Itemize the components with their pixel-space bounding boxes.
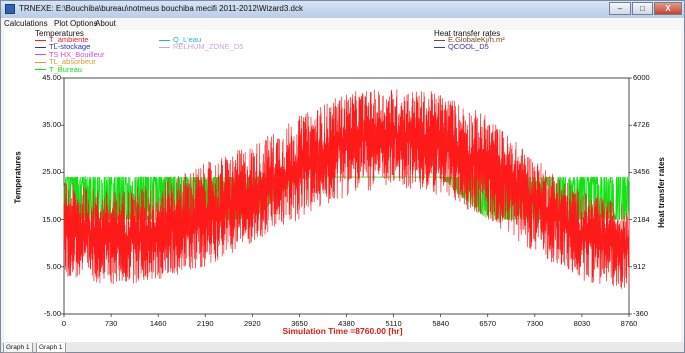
legend-entry: T_Bureau (35, 65, 82, 74)
y-axis-left-label: Temperatures (13, 151, 23, 204)
legend-swatch (159, 39, 170, 41)
y-tick-label-right: 912 (633, 261, 646, 271)
legend-entry: TL-stockage (35, 42, 90, 51)
x-tick-label: 1460 (149, 319, 167, 328)
y-tick-label-right: -360 (633, 309, 649, 318)
x-tick-label: 2190 (196, 319, 214, 328)
minimize-button[interactable]: – (609, 2, 631, 15)
legend-swatch (35, 39, 46, 41)
legend-swatch (434, 39, 445, 41)
x-tick-label: 8030 (573, 319, 591, 328)
legend-entry: QCOOL_D5 (434, 42, 489, 51)
y-tick-label-right: 2184 (633, 214, 650, 224)
legend-label: Q_L'eau (173, 35, 202, 44)
legend-entry: TL_absorbeur (35, 57, 96, 66)
close-button[interactable]: X (654, 2, 682, 15)
x-tick-label: 5840 (432, 319, 449, 328)
menu-about[interactable]: About (95, 19, 116, 28)
x-tick-label: 2920 (243, 319, 261, 328)
app-icon (5, 4, 15, 14)
y-tick-label-left: -5.00 (43, 309, 61, 318)
y-tick-label-left: 45.00 (42, 73, 61, 82)
menu-plot-options[interactable]: Plot Options (54, 19, 98, 28)
plot-area[interactable]: Temperatures Heat transfer rates T_ambie… (4, 29, 681, 342)
legend-entry: TS HX_Bouilleur (35, 50, 104, 59)
legend-label: T_Bureau (49, 64, 82, 74)
chart-svg (61, 77, 632, 317)
graph-tab-bar: Graph 1 Graph 1 (1, 342, 684, 353)
menu-bar: Calculations Plot Options About (1, 18, 684, 30)
x-tick-label: 0 (61, 319, 67, 328)
y-tick-label-right: 6000 (633, 73, 650, 82)
legend-entry: RELHUM_ZONE_D5 (159, 42, 243, 51)
legend-left-title: Temperatures (35, 29, 84, 38)
legend-swatch (35, 69, 46, 71)
legend-entry: E.GlobaleKj/h.m² (434, 35, 505, 44)
legend-label: QCOOL_D5 (448, 42, 489, 52)
x-tick-label: 7300 (526, 319, 544, 328)
legend-entry: Q_L'eau (159, 35, 201, 44)
x-tick-label: 8760 (620, 319, 638, 328)
legend-label: TL_absorbeur (49, 57, 96, 67)
x-tick-label: 730 (104, 319, 118, 328)
series-t-ambiente (63, 89, 630, 289)
y-tick-label-right: 3456 (633, 167, 650, 177)
y-axis-right-label: Heat transfer rates (656, 157, 666, 228)
legend-right-title: Heat transfer rates (434, 29, 501, 38)
legend-entry: T_ambiente (35, 35, 89, 44)
tab-graph-1[interactable]: Graph 1 (3, 343, 33, 353)
window-title: TRNEXE: E:\Bouchiba\bureau\notmeus bouch… (19, 4, 304, 13)
x-tick-label: 4380 (338, 319, 355, 328)
maximize-button[interactable]: □ (632, 2, 653, 15)
legend-label: RELHUM_ZONE_D5 (173, 42, 244, 52)
legend-label: TS HX_Bouilleur (49, 49, 105, 59)
menu-calculations[interactable]: Calculations (4, 19, 48, 28)
title-bar[interactable]: TRNEXE: E:\Bouchiba\bureau\notmeus bouch… (1, 1, 684, 18)
tab-graph-2[interactable]: Graph 1 (36, 343, 66, 353)
legend-label: TL-stockage (49, 42, 91, 52)
y-tick-label-left: 25.00 (42, 167, 61, 177)
y-tick-label-right: 4726 (633, 120, 650, 130)
x-tick-label: 3650 (291, 319, 308, 328)
legend-swatch (35, 61, 46, 63)
legend-label: E.GlobaleKj/h.m² (448, 35, 505, 44)
x-tick-label: 6570 (479, 319, 497, 328)
legend-swatch (35, 46, 46, 48)
y-tick-label-left: 5.00 (46, 261, 61, 271)
legend-swatch (35, 54, 46, 56)
x-axis-label: Simulation Time =8760.00 [hr] (282, 326, 403, 336)
y-tick-label-left: 15.00 (42, 214, 61, 224)
legend-label: T_ambiente (49, 35, 89, 44)
x-tick-label: 5110 (385, 319, 402, 328)
legend-swatch (159, 46, 170, 48)
legend-swatch (434, 46, 445, 48)
y-tick-label-left: 35.00 (42, 120, 61, 130)
